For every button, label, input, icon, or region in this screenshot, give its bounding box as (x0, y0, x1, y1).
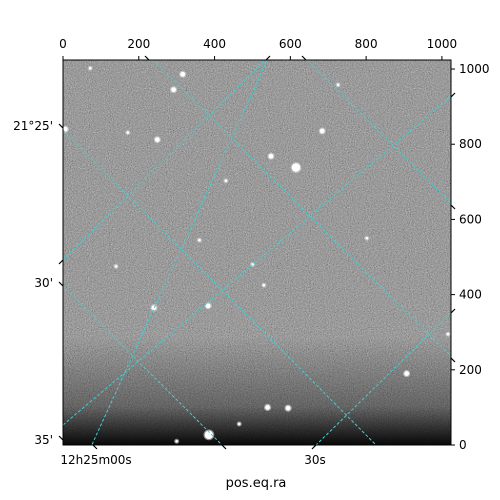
star (114, 265, 118, 268)
grid-line-dec-4 (306, 60, 451, 204)
plot-frame (62, 59, 452, 446)
top-x-tick-label: 1000 (427, 37, 458, 51)
world-coordinate-labels: 21°25' 30' 35' 12h25m00s 30s pos.eq.ra (13, 119, 326, 491)
top-x-tick-label: 0 (59, 37, 67, 51)
ra-tick-label-2: 30s (304, 453, 326, 467)
right-y-tick-label: 600 (459, 212, 482, 226)
grid-line-dec-3 (63, 285, 223, 445)
right-y-tick-label: 0 (459, 438, 467, 452)
star (404, 371, 410, 376)
star (171, 87, 177, 93)
grid-line-dec-2 (63, 129, 377, 445)
star (291, 163, 301, 172)
star (63, 126, 68, 132)
dec-tick-label-2: 30' (34, 276, 53, 290)
dec-tick-label-1: 21°25' (13, 119, 53, 133)
right-y-tick-label: 1000 (459, 62, 490, 76)
grid-line-ra-3 (63, 60, 266, 261)
star (268, 153, 274, 159)
grid-line-ra-1 (91, 60, 268, 445)
star (205, 303, 211, 309)
stars (63, 65, 451, 444)
star (237, 422, 241, 426)
grid-line-ra-4 (315, 312, 451, 445)
right-y-tick-label: 400 (459, 288, 482, 302)
coordinate-grid (63, 60, 451, 445)
star (154, 137, 160, 143)
top-x-axis: 0 200 400 600 800 1000 (59, 37, 457, 60)
right-y-tick-label: 200 (459, 363, 482, 377)
star (446, 332, 450, 336)
star (319, 128, 325, 134)
star (265, 405, 271, 410)
grid-line-dec-1 (152, 60, 451, 357)
sky-bottom-fade (63, 60, 451, 445)
top-x-tick-label: 400 (203, 37, 226, 51)
grid-edge-ticks (58, 55, 456, 450)
grid-line-ra-2 (63, 95, 451, 426)
x-axis-title: pos.eq.ra (226, 476, 287, 491)
star (224, 179, 228, 182)
right-y-tick-label: 800 (459, 137, 482, 151)
right-y-axis: 0 200 400 600 800 1000 (451, 62, 490, 452)
star (175, 439, 178, 443)
ra-tick-label-1: 12h25m00s (60, 453, 131, 467)
star (204, 430, 214, 440)
star (262, 283, 266, 287)
star (180, 71, 186, 77)
plot-area (58, 55, 456, 450)
star (88, 66, 92, 70)
star (285, 405, 291, 411)
star (336, 83, 340, 87)
top-x-tick-label: 600 (279, 37, 302, 51)
star (126, 131, 130, 134)
dec-tick-label-3: 35' (34, 433, 53, 447)
top-x-tick-label: 200 (127, 37, 150, 51)
star (198, 238, 201, 242)
star (365, 236, 369, 240)
top-x-tick-label: 800 (355, 37, 378, 51)
